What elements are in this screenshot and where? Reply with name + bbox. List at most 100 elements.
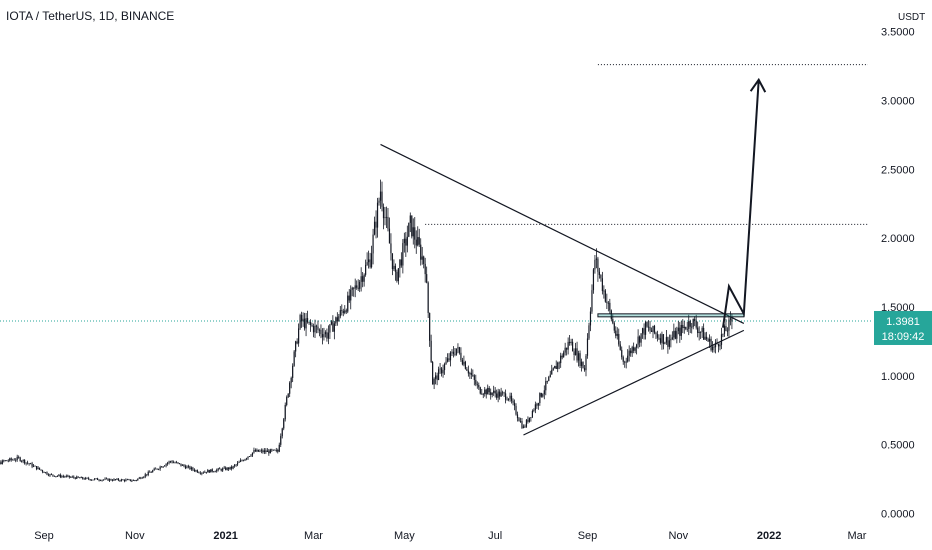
candle-body: [454, 354, 456, 355]
candle-body: [199, 472, 201, 474]
candle-body: [708, 338, 711, 342]
candle-body: [342, 310, 344, 314]
candle-body: [713, 346, 715, 348]
candle-body: [700, 331, 702, 333]
candle-body: [396, 271, 398, 282]
candle-body: [223, 467, 225, 469]
candle-body: [165, 463, 167, 466]
candle-body: [409, 215, 411, 223]
trendline[interactable]: [380, 143, 745, 325]
candle-body: [704, 336, 706, 340]
x-tick-label: Jul: [488, 530, 502, 542]
candle-body: [108, 479, 111, 481]
candle-body: [618, 334, 620, 345]
candle-body: [323, 334, 325, 338]
candle-body: [141, 477, 143, 479]
candle-body: [555, 366, 557, 370]
candle-body: [655, 332, 657, 335]
candle-body: [189, 466, 191, 470]
candle-body: [40, 469, 42, 471]
candle-body: [155, 468, 157, 470]
candle-body: [488, 387, 490, 393]
candle-body: [88, 478, 90, 480]
candle-body: [606, 301, 608, 303]
candle-body: [180, 463, 182, 466]
candle-body: [694, 318, 696, 322]
candle-body: [208, 470, 210, 473]
candle-body: [216, 469, 218, 472]
candle-body: [21, 461, 23, 462]
candle-body: [381, 191, 383, 207]
candle-body: [38, 467, 41, 470]
candle-body: [591, 290, 593, 312]
candle-body: [600, 274, 602, 279]
candle-body: [585, 355, 587, 371]
candle-body: [111, 480, 114, 482]
candle-body: [558, 362, 560, 364]
candle-body: [586, 338, 589, 356]
candle-body: [147, 471, 149, 475]
candle-body: [368, 259, 370, 263]
candle-body: [621, 349, 623, 358]
candle-body: [190, 467, 193, 470]
candle-body: [650, 330, 653, 332]
candle-body: [12, 459, 14, 461]
candle-body: [34, 465, 36, 467]
x-axis: Sep Nov 2021 Mar May Jul Sep Nov 2022 Mar: [34, 530, 867, 542]
candle-body: [59, 474, 61, 478]
trendline[interactable]: [523, 329, 745, 436]
candle-body: [0, 462, 2, 465]
candle-body: [251, 452, 254, 456]
candle-body: [247, 456, 249, 459]
projection-path[interactable]: [721, 79, 760, 328]
candle-body: [85, 477, 87, 480]
candle-body: [9, 458, 11, 461]
candle-body: [426, 274, 428, 283]
candle-body: [104, 478, 106, 480]
candle-body: [408, 222, 410, 237]
candle-body: [152, 470, 154, 473]
candle-body: [504, 393, 507, 400]
x-tick-label: Nov: [669, 530, 689, 542]
candle-body: [420, 244, 422, 260]
candle-body: [427, 282, 429, 313]
candle-body: [534, 404, 536, 411]
candle-body: [658, 337, 660, 339]
candle-body: [524, 426, 526, 428]
candle-body: [233, 465, 236, 467]
candle-body: [610, 310, 612, 320]
candle-body: [536, 404, 538, 406]
candle-body: [689, 321, 691, 327]
candle-body: [49, 474, 51, 476]
candle-body: [19, 457, 21, 462]
candle-body: [376, 202, 379, 228]
candle-body: [242, 460, 245, 462]
candle-body: [603, 290, 605, 292]
candle-body: [671, 337, 673, 339]
candle-body: [622, 357, 624, 362]
candle-body: [370, 253, 373, 268]
range-rectangle[interactable]: [597, 313, 745, 318]
candle-body: [235, 464, 237, 466]
candle-body: [73, 476, 75, 478]
candle-body: [22, 459, 24, 462]
candle-body: [238, 461, 240, 463]
candle-body: [281, 428, 283, 437]
candle-body: [436, 375, 438, 381]
y-tick-label: 3.5000: [881, 27, 915, 39]
x-tick-label: Sep: [34, 530, 54, 542]
candle-body: [394, 265, 397, 272]
candle-body: [150, 472, 152, 473]
candle-body: [241, 460, 243, 462]
candle-body: [440, 368, 443, 374]
candle-body: [257, 449, 260, 452]
price-badge: 1.3981 18:09:42: [874, 310, 932, 345]
candle-body: [412, 227, 414, 237]
candle-body: [711, 346, 714, 351]
candle-body: [435, 375, 437, 379]
candle-body: [397, 268, 399, 282]
candle-body: [717, 343, 720, 347]
candle-body: [244, 459, 246, 461]
candle-body: [172, 462, 175, 464]
